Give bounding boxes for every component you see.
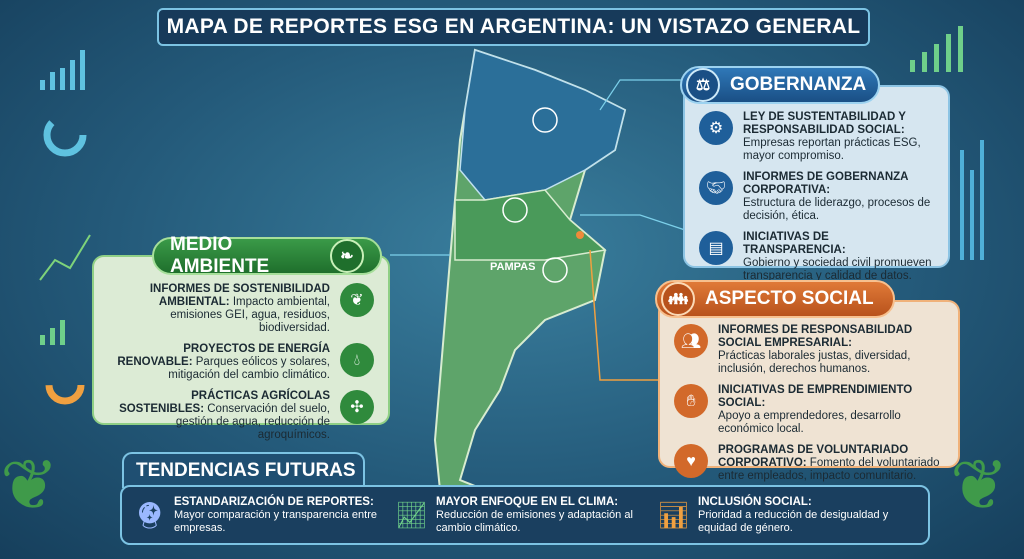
governance-header: ⚖ GOBERNANZA	[680, 66, 880, 104]
item-text: Reducción de emisiones y adaptación al c…	[436, 508, 633, 534]
environment-item: INFORMES DE SOSTENIBILIDAD AMBIENTAL: Im…	[108, 283, 374, 335]
leaves-decoration-right: ❦	[950, 446, 1009, 524]
social-item: ✋︎ INICIATIVAS DE EMPRENDIMIENTO SOCIAL:…	[674, 384, 944, 436]
item-text: Prácticas laborales justas, diversidad, …	[718, 350, 911, 375]
environment-header: MEDIO AMBIENTE ❧	[152, 234, 382, 277]
item-title: INCLUSIÓN SOCIAL:	[698, 495, 812, 508]
argentina-map: PAMPAS	[433, 48, 627, 502]
heart-hand-icon: ♥	[674, 444, 708, 478]
people-icon: 👥︎	[674, 324, 708, 358]
wind-turbine-icon: ✣	[340, 390, 374, 424]
item-text: Prioridad a reducción de desigualdad y e…	[698, 508, 889, 534]
item-title: INICIATIVAS DE TRANSPARENCIA:	[743, 231, 846, 256]
gears-icon: ⚙	[699, 111, 733, 145]
social-item: 👥︎ INFORMES DE RESPONSABILIDAD SOCIAL EM…	[674, 324, 944, 376]
handshake-icon: 🤝︎	[699, 171, 733, 205]
leaf-icon: ❦	[340, 283, 374, 317]
item-title: INFORMES DE RESPONSABILIDAD SOCIAL EMPRE…	[718, 324, 913, 349]
item-title: PROGRAMAS DE VOLUNTARIADO CORPORATIVO:	[718, 444, 909, 469]
environment-item: PRÁCTICAS AGRÍCOLAS SOSTENIBLES: Conserv…	[108, 390, 374, 442]
trend-item: 📊︎ INCLUSIÓN SOCIAL: Prioridad a reducció…	[657, 496, 917, 535]
water-drop-icon: 💧︎	[340, 343, 374, 377]
hands-icon: ✋︎	[674, 384, 708, 418]
item-text: Fomento del voluntariado entre empleados…	[718, 457, 940, 482]
environment-panel: INFORMES DE SOSTENIBILIDAD AMBIENTAL: Im…	[92, 255, 390, 441]
decorative-charts-right	[910, 26, 984, 260]
item-text: Parques eólicos y solares, mitigación de…	[168, 356, 330, 381]
trends-header: TENDENCIAS FUTURAS	[122, 452, 365, 488]
governance-item: ▤ INICIATIVAS DE TRANSPARENCIA: Gobierno …	[699, 231, 934, 283]
environment-title: MEDIO AMBIENTE	[170, 234, 270, 277]
item-text: Gobierno y sociedad civil promueven tran…	[743, 257, 932, 282]
scales-icon: ⚖	[686, 68, 720, 102]
environment-item: PROYECTOS DE ENERGÍA RENOVABLE: Parques …	[108, 343, 374, 382]
governance-panel: ⚙ LEY DE SUSTENTABILIDAD Y RESPONSABILID…	[683, 85, 950, 282]
item-text: Apoyo a emprendedores, desarrollo económ…	[718, 410, 901, 435]
page-title: MAPA DE REPORTES ESG EN ARGENTINA: UN VI…	[157, 8, 870, 46]
trend-item: 📈︎ MAYOR ENFOQUE EN EL CLIMA: Reducción d…	[395, 496, 655, 535]
governance-item: 🤝︎ INFORMES DE GOBERNANZA CORPORATIVA: Es…	[699, 171, 934, 223]
item-title: INFORMES DE SOSTENIBILIDAD AMBIENTAL:	[149, 283, 330, 308]
leaves-decoration-left: ❦	[0, 446, 59, 524]
item-title: LEY DE SUSTENTABILIDAD Y RESPONSABILIDAD…	[743, 111, 906, 136]
growth-chart-icon: 📈︎	[395, 499, 429, 530]
item-title: INICIATIVAS DE EMPRENDIMIENTO SOCIAL:	[718, 384, 913, 409]
item-title: PRÁCTICAS AGRÍCOLAS SOSTENIBLES:	[119, 390, 330, 415]
bar-chart-arrow-icon: 📊︎	[657, 499, 691, 530]
item-text: Mayor comparación y transparencia entre …	[174, 508, 377, 534]
social-item: ♥ PROGRAMAS DE VOLUNTARIADO CORPORATIVO:…	[674, 444, 944, 483]
item-text: Impacto ambiental, emisiones GEI, agua, …	[170, 296, 330, 334]
crystal-ball-icon: 🔮︎	[133, 499, 167, 530]
trends-panel: 🔮︎ ESTANDARIZACIÓN DE REPORTES: Mayor com…	[120, 485, 930, 545]
leaves-icon: ❧	[330, 239, 364, 273]
social-panel: 👥︎ INFORMES DE RESPONSABILIDAD SOCIAL EM…	[658, 300, 960, 482]
group-icon: 👪︎	[661, 282, 695, 316]
item-title: PROYECTOS DE ENERGÍA RENOVABLE:	[117, 343, 330, 368]
item-title: MAYOR ENFOQUE EN EL CLIMA:	[436, 495, 619, 508]
item-text: Empresas reportan prácticas ESG, mayor c…	[743, 137, 921, 162]
governance-title: GOBERNANZA	[730, 74, 867, 95]
item-title: ESTANDARIZACIÓN DE REPORTES:	[174, 495, 374, 508]
document-icon: ▤	[699, 231, 733, 265]
decorative-charts-left	[39, 50, 91, 405]
trend-item: 🔮︎ ESTANDARIZACIÓN DE REPORTES: Mayor com…	[133, 496, 393, 535]
item-text: Conservación del suelo, gestión de agua,…	[175, 403, 330, 441]
item-text: Estructura de liderazgo, procesos de dec…	[743, 197, 931, 222]
map-region-label: PAMPAS	[490, 261, 535, 273]
social-header: 👪︎ ASPECTO SOCIAL	[655, 280, 895, 318]
social-title: ASPECTO SOCIAL	[705, 288, 874, 309]
governance-item: ⚙ LEY DE SUSTENTABILIDAD Y RESPONSABILID…	[699, 111, 934, 163]
item-title: INFORMES DE GOBERNANZA CORPORATIVA:	[743, 171, 909, 196]
